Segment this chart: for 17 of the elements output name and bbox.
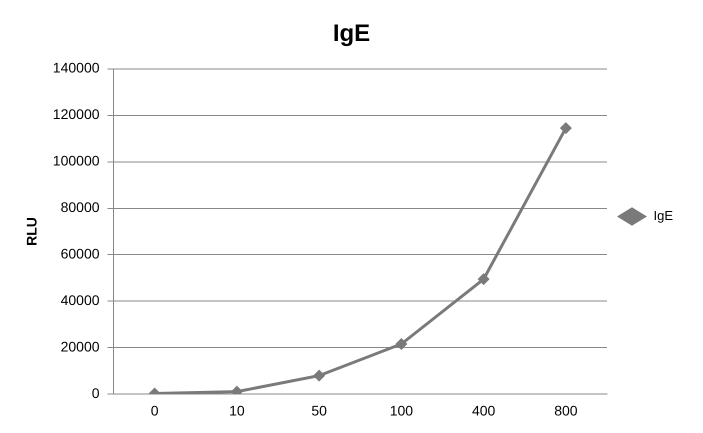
y-axis-title: RLU xyxy=(23,217,40,246)
y-tick-label: 120000 xyxy=(52,106,100,122)
y-tick-label: 100000 xyxy=(52,152,100,169)
y-tick-label: 20000 xyxy=(60,338,100,355)
y-tick-label: 0 xyxy=(92,385,100,402)
y-tick-label: 40000 xyxy=(60,292,100,308)
chart-title: IgE xyxy=(332,20,370,48)
legend-label: IgE xyxy=(653,208,674,224)
y-tick-label: 60000 xyxy=(60,246,100,262)
y-tick-label: 140000 xyxy=(52,60,100,76)
x-tick-label: 100 xyxy=(390,402,414,418)
x-tick-label: 400 xyxy=(472,402,496,418)
x-tick-label: 10 xyxy=(229,402,245,418)
x-tick-label: 0 xyxy=(150,402,159,418)
x-tick-label: 50 xyxy=(311,402,328,418)
y-tick-label: 80000 xyxy=(60,199,100,216)
x-tick-label: 800 xyxy=(554,402,578,418)
